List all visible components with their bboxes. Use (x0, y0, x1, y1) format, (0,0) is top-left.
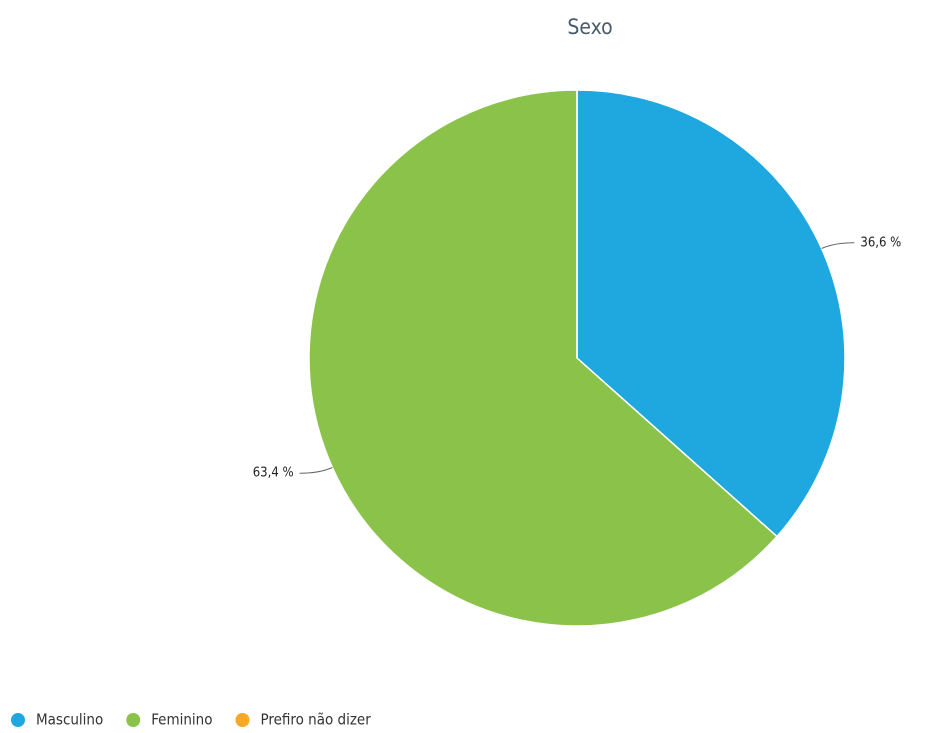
legend-label: Prefiro não dizer (261, 711, 372, 729)
pie-slice (576, 89, 846, 538)
legend-label: Masculino (36, 711, 103, 729)
legend-marker (126, 713, 141, 727)
pie-slice (308, 89, 778, 627)
legend-marker (11, 713, 25, 727)
legend-marker (235, 713, 250, 727)
label-connector (299, 467, 333, 474)
label-connector (821, 242, 855, 249)
data-label: 36,6 % (860, 235, 901, 250)
data-label: 63,4 % (253, 466, 294, 481)
chart-title: Sexo (567, 15, 612, 39)
legend-label: Feminino (151, 711, 212, 729)
